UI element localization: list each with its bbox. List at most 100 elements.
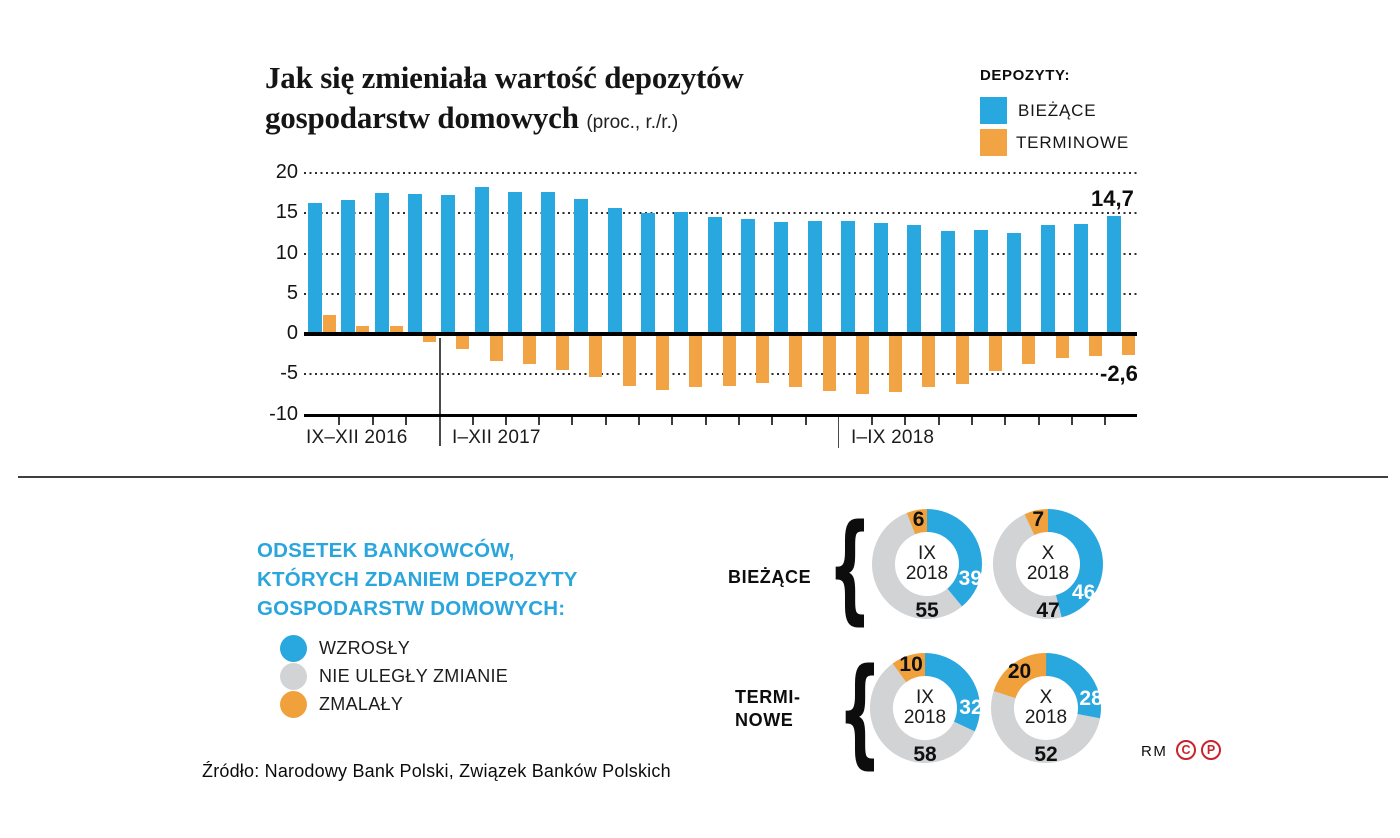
bar-biezace-VIII-2018 <box>1073 223 1088 334</box>
donut-row-label-1: NOWE <box>735 710 794 730</box>
axis-tick <box>538 416 541 425</box>
bar-terminowe-I-2018 <box>855 334 869 394</box>
source-line: Źródło: Narodowy Bank Polski, Związek Ba… <box>202 761 671 781</box>
bar-biezace-XII-2017 <box>807 221 822 334</box>
axis-tick <box>504 416 507 425</box>
axis-tick <box>871 416 874 425</box>
bar-terminowe-IX-2016 <box>323 315 336 334</box>
bar-terminowe-IV-2018 <box>955 334 969 384</box>
title-line-1: Jak się zmieniała wartość depozytów <box>265 60 744 95</box>
x-axis-line <box>304 413 1137 417</box>
y-axis-label: 20 <box>275 161 298 183</box>
donut-slice-label-zmalaly: 6 <box>912 507 925 531</box>
bar-terminowe-VII-2017 <box>656 334 669 390</box>
bar-terminowe-VII-2018 <box>1055 334 1069 359</box>
bar-terminowe-III-2017 <box>522 334 536 364</box>
donut-terminowe-1-period: X 2018 <box>1024 687 1068 728</box>
axis-tick <box>404 416 407 425</box>
axis-tick <box>571 416 574 425</box>
axis-tick <box>737 416 740 425</box>
bar-terminowe-XII-2016 <box>422 334 436 343</box>
axis-tick <box>937 416 940 425</box>
bar-biezace-X-2016 <box>341 200 356 334</box>
x-group-label-1: I–XII 2017 <box>452 427 541 448</box>
bar-biezace-VI-2017 <box>607 207 622 334</box>
bar-terminowe-VI-2018 <box>1022 334 1036 364</box>
bar-terminowe-VI-2017 <box>622 334 636 386</box>
deposits-legend-item-biezace: BIEŻĄCE <box>980 97 1096 124</box>
donut-terminowe-1 <box>990 652 1102 764</box>
donut-slice-label-wzrosly: 32 <box>959 695 983 719</box>
zmalaly-circle-icon <box>280 690 307 718</box>
deposits-legend-item-terminowe: TERMINOWE <box>980 129 1129 156</box>
donut-terminowe-0-period: IX 2018 <box>903 687 947 728</box>
bar-biezace-I-2017 <box>441 194 456 334</box>
title-line-2: gospodarstw domowych (proc., r./r.) <box>265 100 679 135</box>
y-axis-label: 5 <box>286 281 298 304</box>
copyright-p-icon: P <box>1201 740 1221 760</box>
year-divider-2016-2017 <box>439 338 441 446</box>
opinion-heading-line-2: KTÓRYCH ZDANIEM DEPOZYTY <box>257 568 578 591</box>
bar-biezace-III-2018 <box>907 225 922 334</box>
bar-terminowe-VIII-2018 <box>1088 334 1102 356</box>
donut-biezace-0 <box>871 508 983 620</box>
bar-biezace-III-2017 <box>507 192 522 334</box>
bar-biezace-VI-2018 <box>1007 233 1022 334</box>
donut-slice-label-wzrosly: 39 <box>958 567 983 591</box>
x-group-label-0: IX–XII 2016 <box>306 427 408 448</box>
bar-terminowe-XI-2017 <box>789 334 803 388</box>
bar-biezace-IX-2016 <box>308 202 322 334</box>
bar-terminowe-I-2017 <box>456 334 470 350</box>
y-axis-label: -5 <box>280 362 298 385</box>
bar-terminowe-X-2016 <box>356 325 370 334</box>
opinion-legend-item: NIE ULEGŁY ZMIANIE <box>280 662 508 690</box>
donut-slice-label-zmalaly: 7 <box>1032 508 1045 532</box>
terminowe-label: TERMINOWE <box>1016 132 1129 152</box>
bar-biezace-IV-2018 <box>940 230 955 334</box>
bar-terminowe-V-2018 <box>989 334 1002 372</box>
bar-biezace-XII-2016 <box>407 193 422 334</box>
bar-biezace-I-2018 <box>840 221 855 334</box>
donut-slice-label-wzrosly: 46 <box>1071 581 1096 605</box>
bar-biezace-VII-2018 <box>1040 225 1055 334</box>
year-divider-2017-2018 <box>837 414 840 448</box>
axis-tick <box>1004 416 1007 425</box>
axis-tick <box>1037 416 1040 425</box>
page-title: Jak się zmieniała wartość depozytów gosp… <box>265 58 744 143</box>
biezace-label: BIEŻĄCE <box>1018 100 1097 120</box>
axis-tick <box>371 416 374 425</box>
gridline <box>304 373 1137 376</box>
bar-biezace-XI-2016 <box>374 193 389 334</box>
donut-slice-label-zmalaly: 20 <box>1007 659 1032 683</box>
y-axis-label: -10 <box>269 402 298 425</box>
axis-tick <box>1070 416 1073 425</box>
bar-biezace-II-2018 <box>874 222 889 334</box>
donut-biezace-1 <box>992 508 1104 620</box>
section-divider <box>18 476 1388 478</box>
opinion-heading-line-3: GOSPODARSTW DOMOWYCH: <box>257 597 566 620</box>
bar-biezace-IV-2017 <box>541 191 556 334</box>
donut-row-brace-0: { <box>828 498 872 636</box>
donut-row-label-0: BIEŻĄCE <box>728 567 812 587</box>
axis-tick <box>904 416 907 425</box>
bar-terminowe-V-2017 <box>589 334 603 377</box>
donut-row-label-1: TERMI- <box>735 687 801 707</box>
x-group-label-2: I–IX 2018 <box>851 427 935 448</box>
axis-tick <box>671 416 674 425</box>
opinion-legend-item: ZMALAŁY <box>280 690 508 718</box>
axis-tick <box>704 416 707 425</box>
bar-terminowe-IX-2017 <box>722 334 736 386</box>
bar-terminowe-II-2018 <box>889 334 903 392</box>
axis-tick <box>1104 416 1107 425</box>
bar-terminowe-XI-2016 <box>389 325 403 334</box>
bar-terminowe-III-2018 <box>922 334 936 388</box>
axis-tick <box>971 416 973 425</box>
y-axis-label: 10 <box>275 241 298 264</box>
donut-slice-label-nie-ulegly: 55 <box>915 599 939 622</box>
rm-credit: RM <box>1141 743 1168 760</box>
gridline <box>304 172 1137 174</box>
axis-tick <box>338 416 341 425</box>
copyright-c-icon: C <box>1176 740 1196 760</box>
bar-terminowe-VIII-2017 <box>689 334 703 388</box>
nie-ulegly-circle-icon <box>280 662 307 690</box>
